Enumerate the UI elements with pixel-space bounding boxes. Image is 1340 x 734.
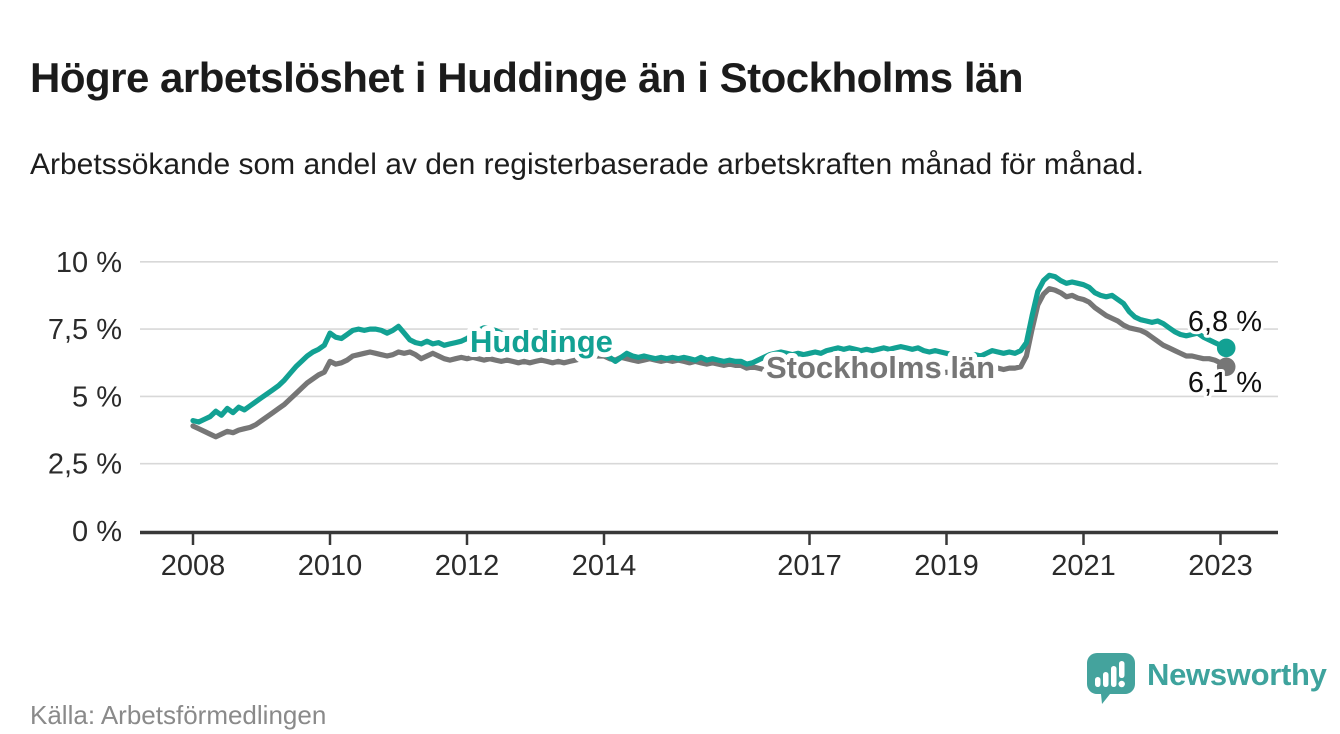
brand-logo: Newsworthy <box>1086 652 1327 704</box>
end-dot-stockholms-l-n <box>1216 357 1236 377</box>
end-value-label-huddinge: 6,8 % <box>1188 306 1262 338</box>
series-label-huddinge: Huddinge <box>470 324 613 359</box>
y-axis-tick-label: 2,5 % <box>48 449 122 481</box>
series-line-huddinge <box>190 272 1229 425</box>
chart-subtitle: Arbetssökande som andel av den registerb… <box>30 148 1144 181</box>
brand-name: Newsworthy <box>1147 657 1327 692</box>
series-line-stockholms-l-n <box>190 286 1229 440</box>
x-axis-tick-label: 2008 <box>161 550 226 582</box>
y-axis-tick-label: 7,5 % <box>48 314 122 346</box>
x-axis-tick-label: 2012 <box>435 550 500 582</box>
y-axis-tick-label: 5 % <box>72 381 122 413</box>
y-axis-tick-label: 10 % <box>56 247 122 279</box>
x-axis-tick-label: 2014 <box>572 550 637 582</box>
x-axis-tick-label: 2023 <box>1188 550 1253 582</box>
end-dot-huddinge <box>1216 338 1236 358</box>
x-axis-tick-label: 2017 <box>777 550 842 582</box>
x-axis-tick-label: 2019 <box>914 550 979 582</box>
y-axis-tick-label: 0 % <box>72 516 122 548</box>
x-axis-tick-label: 2021 <box>1051 550 1116 582</box>
series-label-stockholms-l-n: Stockholms län <box>766 350 995 385</box>
source-attribution: Källa: Arbetsförmedlingen <box>30 700 327 730</box>
end-value-label-stockholms-l-n: 6,1 % <box>1188 367 1262 399</box>
x-axis-tick-label: 2010 <box>298 550 363 582</box>
newsworthy-bubble-chart-icon <box>1087 653 1135 704</box>
page-title: Högre arbetslöshet i Huddinge än i Stock… <box>30 54 1024 102</box>
